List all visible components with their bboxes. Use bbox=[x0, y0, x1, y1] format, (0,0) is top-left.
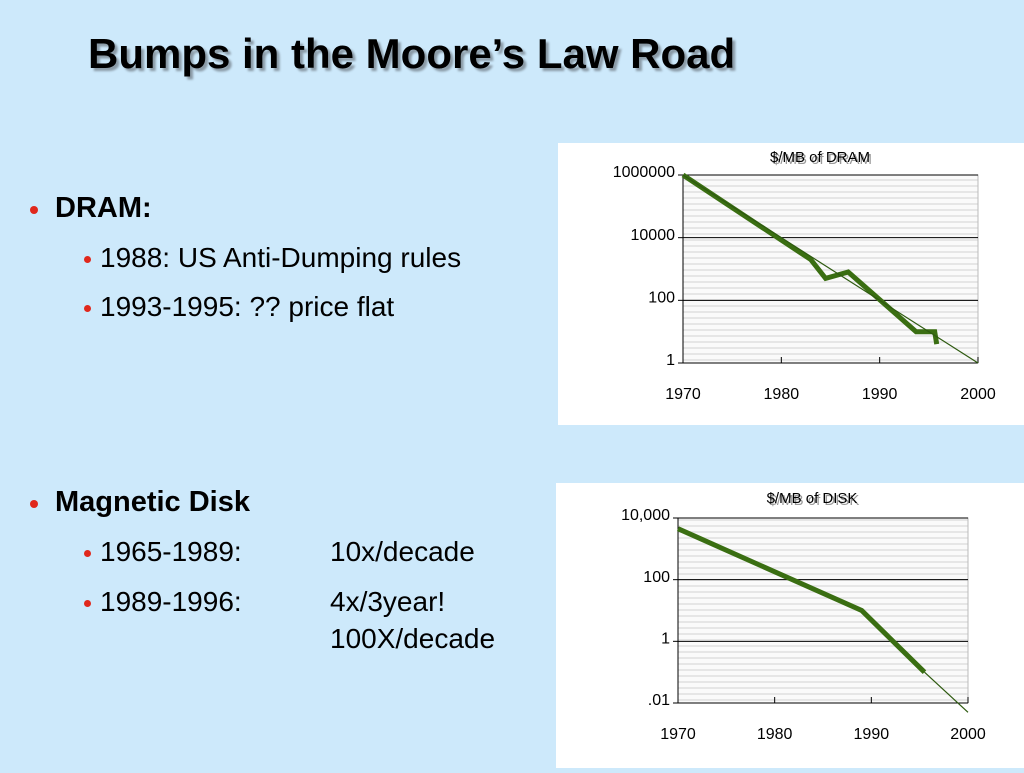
y-tick-label: 1 bbox=[661, 631, 670, 648]
bullet bbox=[84, 305, 91, 312]
bullet-text: 1993-1995: ?? price flat bbox=[100, 291, 395, 322]
bullet bbox=[30, 500, 38, 508]
y-tick-label: 100 bbox=[643, 569, 670, 586]
data-line bbox=[676, 526, 927, 674]
x-tick-label: 1980 bbox=[757, 726, 793, 743]
bullet bbox=[84, 600, 91, 607]
bullet-text: 100X/decade bbox=[330, 623, 496, 654]
data-line bbox=[924, 671, 969, 713]
y-tick-label: 100 bbox=[648, 290, 675, 307]
y-tick-label: .01 bbox=[648, 692, 670, 709]
data-line bbox=[681, 172, 940, 345]
chart-title: $/MB of DRAM bbox=[770, 149, 870, 166]
y-tick-label: 10000 bbox=[631, 227, 676, 244]
x-tick-label: 2000 bbox=[950, 726, 986, 743]
chart-title-shadow: $/MB of DRAM bbox=[772, 151, 872, 168]
bullet-text: 10x/decade bbox=[330, 536, 475, 567]
data-line bbox=[682, 174, 979, 364]
bullet-text: 1988: US Anti-Dumping rules bbox=[100, 242, 462, 273]
bullet-text: 1989-1996: bbox=[100, 586, 242, 617]
x-tick-label: 1990 bbox=[854, 726, 890, 743]
chart: $/MB of DISK$/MB of DISK.01110010,000197… bbox=[621, 490, 986, 743]
chart: $/MB of DRAM$/MB of DRAM1100100001000000… bbox=[613, 149, 996, 403]
bullet bbox=[30, 206, 38, 214]
x-tick-label: 1970 bbox=[665, 386, 701, 403]
x-tick-label: 1970 bbox=[660, 726, 696, 743]
chart-title-shadow: $/MB of DISK bbox=[769, 492, 860, 509]
chart-panel: $/MB of DRAM $/MB of DRAM 1 100 10000 1000000… bbox=[558, 143, 1024, 425]
bullet bbox=[84, 256, 91, 263]
chart-title: $/MB of DISK bbox=[767, 490, 858, 507]
bullet bbox=[84, 550, 91, 557]
y-tick-label: 10,000 bbox=[621, 507, 670, 524]
x-tick-label: 2000 bbox=[960, 386, 996, 403]
bullet-text: DRAM: bbox=[55, 192, 152, 224]
bullet-text: 1965-1989: bbox=[100, 536, 242, 567]
x-tick-label: 1980 bbox=[764, 386, 800, 403]
y-tick-label: 1 bbox=[666, 352, 675, 369]
chart-panel: $/MB of DISK $/MB of DISK .01 1 100 10,000 197… bbox=[556, 483, 1024, 768]
y-tick-label: 1000000 bbox=[613, 164, 675, 181]
bullet-text: Magnetic Disk bbox=[55, 486, 250, 518]
x-tick-label: 1990 bbox=[862, 386, 898, 403]
slide-title: Bumps in the Moore’s Law Road bbox=[88, 30, 736, 77]
bullet-text: 4x/3year! bbox=[330, 586, 446, 617]
